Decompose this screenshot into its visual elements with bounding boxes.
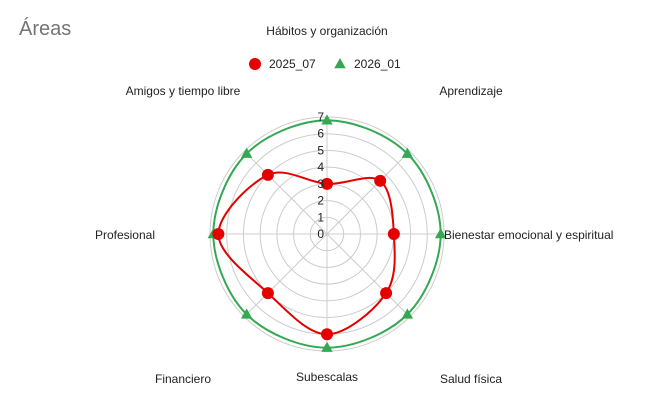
series-line-2025_07 [217, 171, 396, 336]
point-2026_01-1 [401, 147, 414, 158]
r-tick-label: 7 [317, 110, 324, 124]
point-2026_01-2 [434, 228, 447, 239]
radar-tick-labels: 0 1 2 3 4 5 6 7 [317, 110, 324, 241]
chart-legend: 2025_07 2026_01 [249, 57, 401, 71]
point-2026_01-0 [321, 114, 333, 125]
point-2026_01-5 [240, 308, 253, 319]
radar-series [207, 114, 447, 352]
r-tick-label: 6 [317, 127, 324, 141]
point-2026_01-3 [401, 308, 414, 319]
r-tick-label: 4 [317, 160, 324, 174]
grid-spoke [326, 233, 411, 318]
grid-spoke [243, 233, 328, 318]
point-2025_07-6 [212, 228, 225, 240]
point-2025_07-1 [374, 174, 387, 187]
point-2026_01-7 [240, 147, 253, 158]
grid-spoke [243, 150, 328, 235]
r-tick-label: 0 [317, 227, 324, 241]
grid-spoke [326, 150, 411, 235]
legend-label: 2026_01 [354, 57, 401, 71]
point-2025_07-3 [380, 287, 393, 300]
legend-label: 2025_07 [269, 57, 316, 71]
radar-axis-labels: Hábitos y organización Aprendizaje Bienest… [95, 24, 613, 386]
point-2025_07-0 [321, 177, 333, 190]
r-tick-label: 2 [317, 194, 324, 208]
r-tick-label: 3 [317, 177, 324, 191]
r-tick-label: 5 [317, 143, 324, 157]
r-tick-label: 1 [317, 210, 324, 224]
point-2025_07-2 [387, 228, 400, 240]
axis-label: Hábitos y organización [266, 24, 387, 38]
point-2025_07-4 [321, 328, 333, 341]
axis-label: Amigos y tiempo libre [126, 84, 241, 98]
axis-label: Salud física [440, 372, 502, 386]
axis-label: Profesional [95, 228, 155, 242]
axis-label: Aprendizaje [439, 84, 503, 98]
point-2025_07-5 [261, 287, 274, 300]
point-2026_01-4 [321, 341, 333, 352]
axis-label: Financiero [155, 372, 211, 386]
axis-label: Bienestar emocional y espiritual [444, 228, 613, 242]
point-2025_07-7 [261, 168, 274, 181]
chart-card-title: Áreas [19, 18, 72, 40]
legend-marker-2026_01 [334, 58, 346, 69]
legend-marker-2025_07 [249, 58, 261, 70]
axis-label: Subescalas [296, 370, 358, 384]
